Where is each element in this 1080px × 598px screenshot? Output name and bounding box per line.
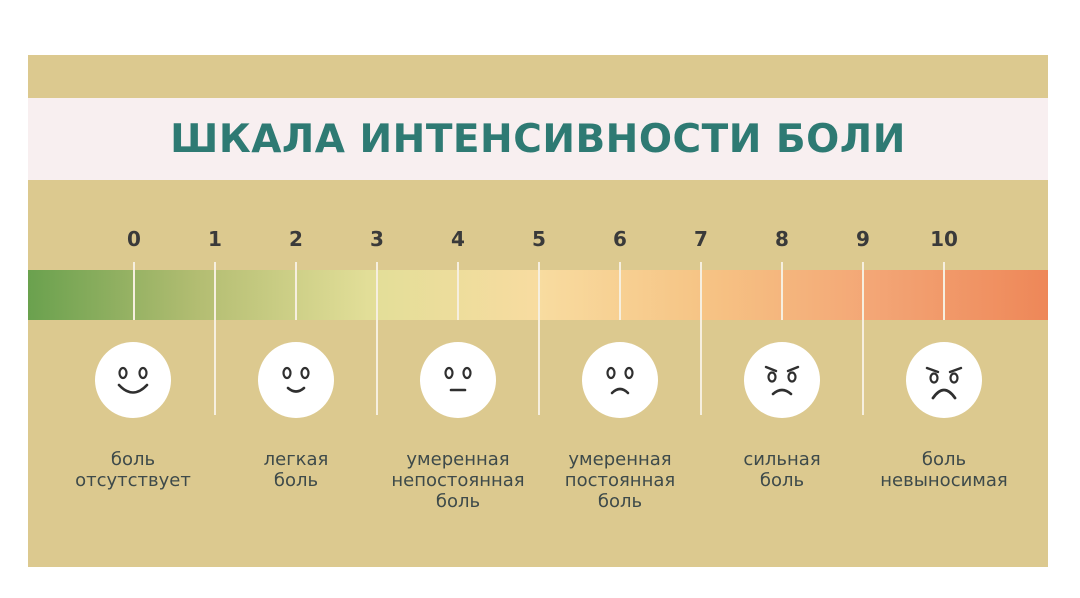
level-label-3: умеренная постоянная боль	[535, 449, 705, 512]
slight-smile-face-icon	[258, 342, 334, 418]
level-label-line: легкая	[263, 449, 329, 470]
level-label-line: отсутствует	[75, 470, 191, 491]
tick-label-1: 1	[208, 227, 222, 251]
level-label-line: боль	[921, 449, 967, 470]
scale-line-0	[133, 262, 135, 320]
level-label-2: умеренная непостоянная боль	[373, 449, 543, 512]
scale-line-9	[862, 262, 864, 415]
level-label-5: боль невыносимая	[859, 449, 1029, 491]
title-band: ШКАЛА ИНТЕНСИВНОСТИ БОЛИ	[28, 98, 1048, 180]
scale-line-4	[457, 262, 459, 320]
tick-label-9: 9	[856, 227, 870, 251]
level-label-line: невыносимая	[880, 470, 1008, 491]
scale-line-7	[700, 262, 702, 415]
neutral-face-icon	[420, 342, 496, 418]
level-label-line: постоянная	[564, 470, 676, 491]
scale-line-10	[943, 262, 945, 320]
smiling-face-icon	[95, 342, 171, 418]
level-label-0: боль отсутствует	[48, 449, 218, 491]
frowning-face-icon	[582, 342, 658, 418]
level-label-line: непостоянная	[391, 470, 525, 491]
level-label-line: умеренная	[568, 449, 672, 470]
scale-line-2	[295, 262, 297, 320]
level-label-line: боль	[435, 491, 481, 512]
tick-label-3: 3	[370, 227, 384, 251]
anguished-face-icon	[906, 342, 982, 418]
tick-label-2: 2	[289, 227, 303, 251]
level-label-1: легкая боль	[211, 449, 381, 491]
tick-label-4: 4	[451, 227, 465, 251]
scale-line-6	[619, 262, 621, 320]
level-label-4: сильная боль	[697, 449, 867, 491]
level-label-line: боль	[759, 470, 805, 491]
scale-line-5	[538, 262, 540, 415]
scale-line-8	[781, 262, 783, 320]
scale-line-1	[214, 262, 216, 415]
level-label-line: умеренная	[406, 449, 510, 470]
tick-label-5: 5	[532, 227, 546, 251]
tick-label-7: 7	[694, 227, 708, 251]
level-label-line: боль	[273, 470, 319, 491]
tick-label-8: 8	[775, 227, 789, 251]
tick-label-0: 0	[127, 227, 141, 251]
page-title: ШКАЛА ИНТЕНСИВНОСТИ БОЛИ	[170, 116, 906, 162]
level-label-line: боль	[110, 449, 156, 470]
level-label-line: боль	[597, 491, 643, 512]
level-label-line: сильная	[743, 449, 821, 470]
tick-label-6: 6	[613, 227, 627, 251]
worried-face-icon	[744, 342, 820, 418]
pain-scale-panel: ШКАЛА ИНТЕНСИВНОСТИ БОЛИ 0 1 2 3 4 5 6 7 8 9 10 бо…	[28, 55, 1048, 567]
scale-line-3	[376, 262, 378, 415]
tick-label-10: 10	[930, 227, 958, 251]
